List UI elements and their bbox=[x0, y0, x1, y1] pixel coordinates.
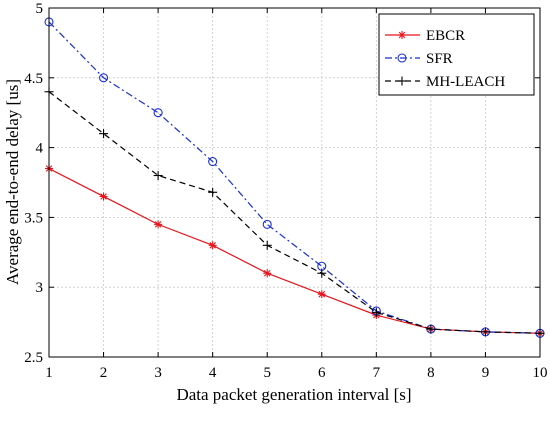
series-line-sfr bbox=[48, 21, 541, 334]
y-tick-label: 3.5 bbox=[24, 210, 43, 226]
data-point-ebcr bbox=[208, 241, 217, 250]
legend-marker-ebcr bbox=[398, 31, 406, 39]
x-tick-label: 9 bbox=[482, 365, 490, 381]
data-point-mh-leach bbox=[99, 129, 109, 139]
data-point-mh-leach bbox=[153, 171, 163, 181]
x-tick-label: 1 bbox=[45, 365, 53, 381]
x-tick-label: 5 bbox=[263, 365, 271, 381]
x-tick-label: 2 bbox=[100, 365, 108, 381]
legend-label-sfr: SFR bbox=[426, 51, 453, 67]
data-point-sfr bbox=[153, 108, 163, 118]
y-axis-label: Average end-to-end delay [us] bbox=[3, 79, 22, 285]
x-axis-label: Data packet generation interval [s] bbox=[176, 385, 411, 404]
legend-label-mh-leach: MH-LEACH bbox=[426, 74, 505, 90]
data-point-ebcr bbox=[263, 269, 272, 278]
y-tick-label: 3 bbox=[36, 280, 44, 296]
legend-swatches bbox=[385, 31, 420, 86]
data-point-mh-leach bbox=[426, 324, 436, 334]
x-tick-label: 3 bbox=[154, 365, 162, 381]
y-tick-label: 4 bbox=[36, 141, 44, 157]
legend-marker-mh-leach bbox=[397, 76, 407, 86]
series-layer bbox=[44, 17, 545, 338]
legend-marker-sfr bbox=[397, 53, 407, 63]
data-point-ebcr bbox=[99, 192, 108, 201]
y-tick-label: 2.5 bbox=[24, 350, 43, 366]
x-tick-label: 6 bbox=[318, 365, 326, 381]
legend: EBCR SFR MH-LEACH bbox=[378, 13, 535, 96]
data-point-sfr bbox=[99, 73, 109, 83]
x-tick-label: 8 bbox=[427, 365, 435, 381]
data-point-ebcr bbox=[317, 290, 326, 299]
plot-frame bbox=[48, 7, 541, 358]
x-tick-label: 7 bbox=[373, 365, 381, 381]
data-point-sfr bbox=[208, 157, 218, 167]
y-tick-labels: 2.5 3 3.5 4 4.5 5 bbox=[24, 1, 43, 366]
data-point-mh-leach bbox=[208, 187, 218, 197]
series-line-mh-leach bbox=[48, 91, 541, 334]
data-point-mh-leach bbox=[262, 240, 272, 250]
data-point-sfr bbox=[262, 219, 272, 229]
grid-lines bbox=[49, 8, 540, 357]
data-point-mh-leach bbox=[480, 327, 490, 337]
x-tick-label: 4 bbox=[209, 365, 217, 381]
y-tick-label: 4.5 bbox=[24, 71, 43, 87]
y-tick-label: 5 bbox=[36, 1, 44, 17]
x-tick-labels: 1 2 3 4 5 6 7 8 9 10 bbox=[45, 365, 547, 381]
data-point-mh-leach bbox=[317, 268, 327, 278]
data-point-ebcr bbox=[154, 220, 163, 229]
legend-label-ebcr: EBCR bbox=[426, 28, 465, 44]
data-point-mh-leach bbox=[371, 307, 381, 317]
axis-ticks bbox=[48, 7, 541, 358]
x-tick-label: 10 bbox=[533, 365, 548, 381]
